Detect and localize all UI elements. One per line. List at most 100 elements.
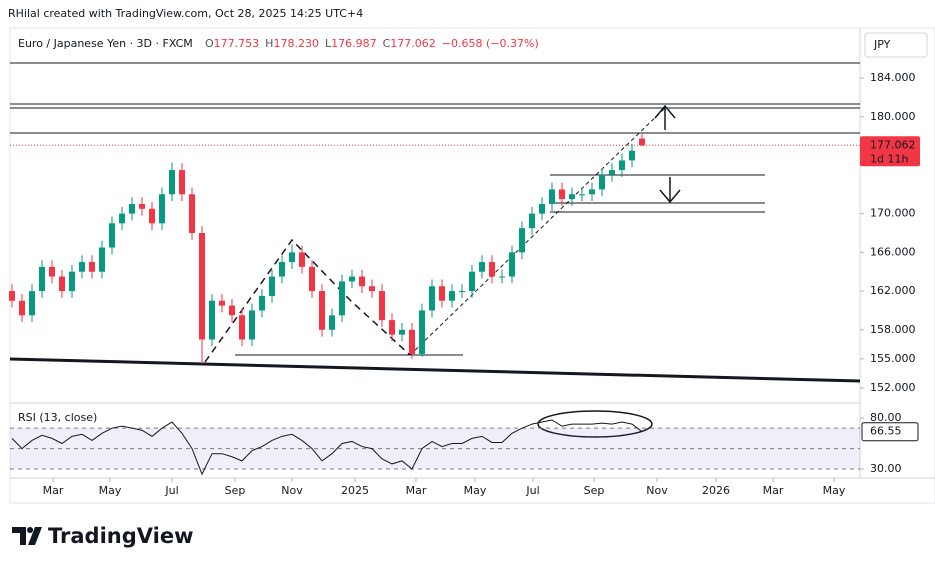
rsi-label: RSI (13, close) bbox=[18, 411, 97, 424]
candle-body bbox=[499, 276, 505, 278]
x-tick-label: 2025 bbox=[341, 484, 369, 497]
ohlc-value: 177.062 bbox=[390, 37, 436, 50]
candle-body bbox=[399, 329, 405, 335]
x-tick-label: Jul bbox=[164, 484, 178, 497]
candle-body bbox=[199, 233, 205, 340]
candle-body bbox=[289, 252, 295, 263]
candle-body bbox=[309, 266, 315, 292]
y-tick-label: 162.000 bbox=[870, 284, 916, 297]
candle-body bbox=[609, 170, 615, 175]
frame bbox=[9, 27, 935, 504]
candle-body bbox=[389, 320, 395, 335]
candle-body bbox=[59, 276, 65, 292]
candle-body bbox=[29, 291, 35, 316]
candle-body bbox=[329, 315, 335, 330]
x-tick-label: Nov bbox=[281, 484, 303, 497]
y-tick-label: 170.000 bbox=[870, 207, 916, 220]
candle-body bbox=[159, 194, 165, 224]
rsi-value-label: 66.55 bbox=[870, 425, 902, 438]
candle-body bbox=[529, 213, 535, 229]
brand: TradingView bbox=[48, 524, 193, 548]
candle-body bbox=[89, 262, 95, 272]
candle-body bbox=[629, 150, 635, 161]
candle-body bbox=[189, 194, 195, 234]
chart-title: Euro / Japanese Yen · 3D · FXCM bbox=[18, 37, 193, 50]
y-tick-label: 155.000 bbox=[870, 352, 916, 365]
y-tick-label: 158.000 bbox=[870, 323, 916, 336]
y-tick-label: 166.000 bbox=[870, 245, 916, 258]
candle-body bbox=[319, 291, 325, 330]
candle-body bbox=[79, 262, 85, 272]
ohlc-value: 177.753 bbox=[214, 37, 260, 50]
candle-body bbox=[109, 223, 115, 248]
x-tick-label: May bbox=[99, 484, 122, 497]
candle-body bbox=[579, 194, 585, 196]
candle-body bbox=[439, 286, 445, 301]
candle-body bbox=[559, 189, 565, 200]
candle-body bbox=[69, 271, 75, 292]
candle-body bbox=[299, 252, 305, 267]
x-tick-label: Jul bbox=[525, 484, 539, 497]
x-tick-label: May bbox=[823, 484, 846, 497]
pattern-line bbox=[204, 238, 411, 363]
y-tick-label: 180.000 bbox=[870, 110, 916, 123]
change: −0.658 (−0.37%) bbox=[442, 37, 539, 50]
candle-body bbox=[449, 291, 455, 301]
ohlc-key: H bbox=[265, 37, 273, 50]
rsi-line bbox=[11, 419, 643, 476]
candle-body bbox=[599, 174, 605, 190]
candle-body bbox=[429, 286, 435, 311]
candle-body bbox=[419, 310, 425, 355]
logo-mark bbox=[12, 527, 42, 545]
candle-body bbox=[349, 276, 355, 282]
candle-body bbox=[509, 252, 515, 277]
y-tick-label: 184.000 bbox=[870, 71, 916, 84]
x-tick-label: 2026 bbox=[702, 484, 730, 497]
currency: JPY bbox=[873, 38, 891, 51]
candle-body bbox=[639, 138, 645, 146]
arrow-down-head bbox=[659, 189, 681, 204]
candle-body bbox=[469, 271, 475, 292]
candle-body bbox=[229, 305, 235, 316]
rsi-value-box bbox=[861, 422, 919, 442]
ohlc-key: O bbox=[205, 37, 214, 50]
candle-body bbox=[249, 310, 255, 340]
candle-body bbox=[369, 286, 375, 292]
candle-body bbox=[619, 160, 625, 171]
rsi-tick-label: 30.00 bbox=[870, 462, 902, 475]
x-tick-label: Nov bbox=[646, 484, 668, 497]
ohlc-key: L bbox=[325, 37, 332, 50]
x-tick-label: May bbox=[464, 484, 487, 497]
x-tick-label: Sep bbox=[225, 484, 246, 497]
candle-body bbox=[39, 266, 45, 292]
ohlc-header: O177.753 H178.230 L176.987 C177.062 −0.658 (… bbox=[205, 37, 539, 50]
ohlc-key: C bbox=[383, 37, 391, 50]
candle-body bbox=[169, 170, 175, 195]
rsi-ellipse bbox=[537, 410, 653, 438]
candle-body bbox=[279, 262, 285, 277]
candle-body bbox=[49, 266, 55, 277]
candle-body bbox=[569, 194, 575, 200]
credit: RHilal created with TradingView.com, Oct… bbox=[8, 7, 363, 20]
rsi-tick-label: 80.00 bbox=[870, 411, 902, 424]
candle-body bbox=[259, 295, 265, 311]
arrow-up-head bbox=[654, 104, 676, 119]
candle-body bbox=[119, 213, 125, 224]
candle-body bbox=[359, 276, 365, 287]
y-tick-label: 152.000 bbox=[870, 381, 916, 394]
candle-body bbox=[409, 329, 415, 355]
candle-body bbox=[239, 315, 245, 340]
currency-box bbox=[864, 32, 928, 58]
trend-channel bbox=[409, 107, 666, 356]
candle-body bbox=[179, 170, 185, 195]
candle-body bbox=[479, 262, 485, 272]
candle-body bbox=[519, 228, 525, 253]
x-tick-label: Mar bbox=[406, 484, 427, 497]
candle-body bbox=[589, 189, 595, 195]
ohlc-value: 176.987 bbox=[331, 37, 377, 50]
x-tick-label: Mar bbox=[43, 484, 64, 497]
candle-body bbox=[539, 203, 545, 214]
drawings bbox=[9, 62, 861, 438]
candle-body bbox=[129, 203, 135, 214]
